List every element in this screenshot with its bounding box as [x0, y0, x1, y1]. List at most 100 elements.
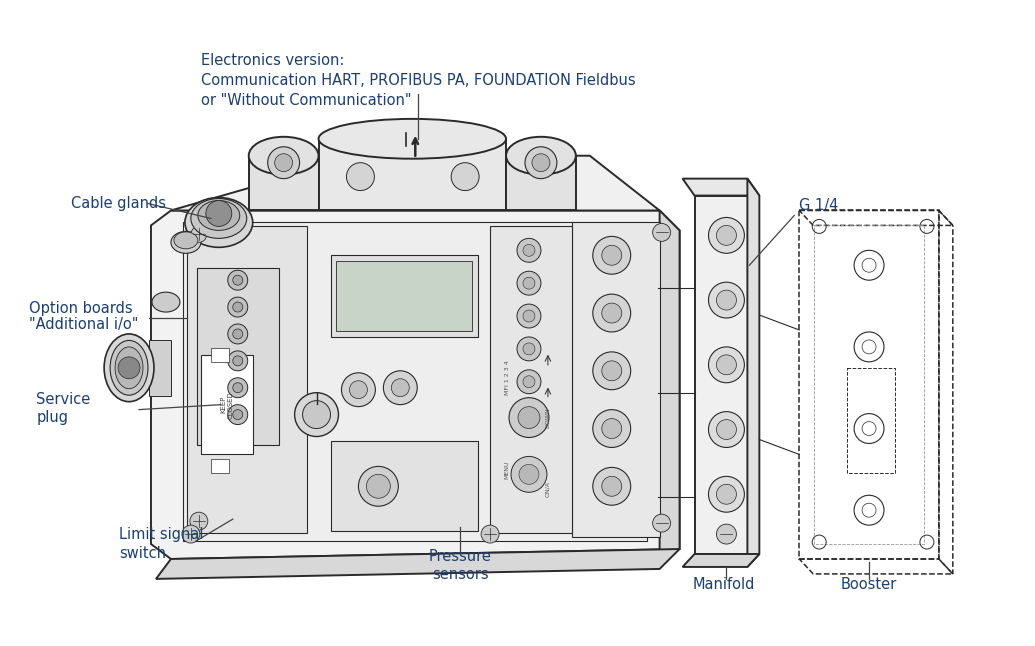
Ellipse shape	[115, 347, 143, 389]
Circle shape	[302, 401, 330, 428]
Ellipse shape	[248, 137, 319, 174]
Circle shape	[523, 244, 535, 256]
Polygon shape	[747, 179, 760, 567]
Circle shape	[523, 277, 535, 289]
Circle shape	[709, 282, 744, 318]
Circle shape	[233, 382, 243, 393]
Circle shape	[709, 347, 744, 382]
Circle shape	[532, 154, 550, 172]
Circle shape	[593, 236, 630, 274]
Polygon shape	[319, 139, 506, 211]
Circle shape	[274, 154, 293, 172]
Polygon shape	[682, 179, 760, 196]
Text: Manifold: Manifold	[692, 578, 755, 592]
Circle shape	[233, 302, 243, 312]
Circle shape	[653, 224, 671, 242]
Circle shape	[228, 270, 247, 290]
Circle shape	[342, 373, 376, 406]
Text: DOWN: DOWN	[545, 407, 551, 428]
Circle shape	[391, 379, 409, 397]
Bar	[572, 222, 659, 537]
Bar	[183, 222, 647, 541]
Circle shape	[601, 476, 622, 496]
Text: sensors: sensors	[432, 567, 489, 583]
Circle shape	[350, 380, 367, 399]
Circle shape	[451, 163, 479, 191]
Circle shape	[233, 410, 243, 420]
Circle shape	[716, 484, 737, 505]
Bar	[847, 368, 895, 474]
Circle shape	[228, 351, 247, 371]
Polygon shape	[248, 156, 319, 211]
Text: Booster: Booster	[840, 578, 897, 592]
Text: Communication HART, PROFIBUS PA, FOUNDATION Fieldbus: Communication HART, PROFIBUS PA, FOUNDAT…	[201, 73, 635, 88]
Ellipse shape	[110, 340, 148, 395]
Bar	[330, 255, 478, 337]
Bar	[197, 268, 278, 446]
Circle shape	[233, 329, 243, 339]
Ellipse shape	[319, 119, 506, 159]
Circle shape	[481, 525, 499, 543]
Circle shape	[518, 304, 541, 328]
Circle shape	[593, 410, 630, 448]
Text: G 1/4: G 1/4	[799, 198, 838, 213]
Circle shape	[523, 310, 535, 322]
Text: ON/A: ON/A	[545, 481, 551, 497]
Ellipse shape	[171, 231, 201, 253]
Polygon shape	[171, 156, 659, 211]
Bar	[330, 441, 478, 531]
Ellipse shape	[190, 198, 246, 238]
Circle shape	[118, 357, 140, 379]
Circle shape	[709, 412, 744, 448]
Circle shape	[593, 467, 630, 505]
Circle shape	[383, 371, 417, 404]
Bar	[149, 340, 171, 396]
Circle shape	[347, 163, 375, 191]
Text: Limit signal: Limit signal	[119, 526, 204, 541]
Text: Cable glands: Cable glands	[71, 196, 167, 211]
Text: KEEP
CLOSED: KEEP CLOSED	[220, 391, 233, 419]
Text: Electronics version:: Electronics version:	[201, 53, 345, 68]
Text: plug: plug	[36, 410, 68, 425]
Text: MENU: MENU	[504, 460, 509, 479]
Ellipse shape	[506, 137, 575, 174]
Circle shape	[268, 147, 299, 179]
Circle shape	[523, 343, 535, 355]
Bar	[187, 226, 306, 533]
Circle shape	[601, 361, 622, 380]
Circle shape	[518, 406, 540, 428]
Ellipse shape	[152, 292, 180, 312]
Circle shape	[190, 226, 207, 242]
Circle shape	[593, 352, 630, 390]
Bar	[491, 226, 572, 533]
Circle shape	[182, 525, 200, 543]
Ellipse shape	[185, 198, 253, 247]
Circle shape	[233, 356, 243, 366]
Circle shape	[518, 370, 541, 393]
Bar	[211, 459, 229, 474]
Circle shape	[716, 524, 737, 544]
Circle shape	[206, 200, 232, 226]
Circle shape	[709, 476, 744, 512]
Circle shape	[509, 398, 549, 437]
Circle shape	[601, 419, 622, 439]
Circle shape	[228, 297, 247, 317]
Circle shape	[518, 271, 541, 295]
Bar	[336, 261, 472, 331]
Circle shape	[233, 275, 243, 285]
Circle shape	[601, 303, 622, 323]
Circle shape	[653, 514, 671, 532]
Text: "Additional i/o": "Additional i/o"	[29, 317, 139, 333]
Circle shape	[525, 147, 557, 179]
Circle shape	[523, 376, 535, 388]
Text: Option boards: Option boards	[29, 300, 132, 315]
Ellipse shape	[105, 334, 154, 402]
Text: or "Without Communication": or "Without Communication"	[201, 93, 411, 108]
Polygon shape	[156, 549, 680, 579]
Circle shape	[511, 457, 546, 492]
Circle shape	[189, 512, 208, 530]
Ellipse shape	[174, 232, 198, 249]
Text: MFI 1 2 3 4: MFI 1 2 3 4	[504, 360, 509, 395]
Polygon shape	[694, 196, 760, 554]
Circle shape	[709, 218, 744, 253]
